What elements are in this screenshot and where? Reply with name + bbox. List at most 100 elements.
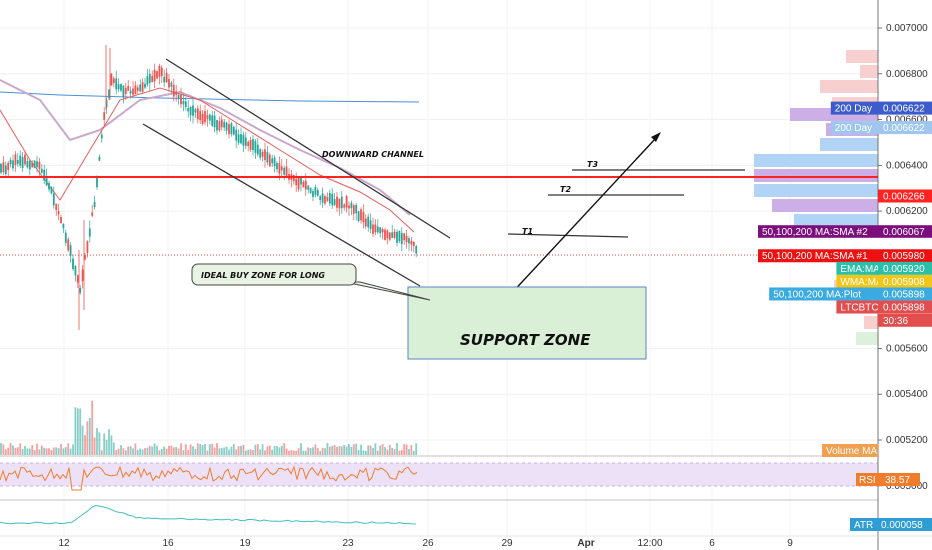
volume-bar [410,445,413,455]
candle-body [187,108,190,112]
candle-body [408,238,410,244]
support-zone-box[interactable] [407,286,647,360]
target-t2-label: T2 [560,185,571,194]
volume-bar [379,445,382,455]
candle-body [141,82,144,92]
candle-body [76,275,79,283]
volume-bar [396,443,398,455]
candle-body [355,204,358,214]
volume-bar [216,443,218,455]
volume-bar [369,445,372,455]
price-tag-value: 0.006266 [883,192,925,203]
volume-bar [0,443,2,455]
volume-bar [204,444,206,455]
candle-body [204,111,206,123]
volume-bar [158,450,161,455]
volume-bar [312,447,314,455]
volume-bar [360,444,362,455]
candle-body [206,115,209,119]
volume-bar [331,445,334,455]
volume-profile-bar [754,169,878,182]
volume-bar [304,450,307,455]
candle-body [345,196,348,208]
buy-zone-callout[interactable]: IDEAL BUY ZONE FOR LONG [191,263,431,301]
candle-body [391,232,394,238]
price-axis[interactable]: 0.007000 0.006800 0.006600 0.006400 0.006200… [878,23,928,492]
volume-bar [264,450,266,455]
candle-body [172,84,175,97]
volume-bar [79,408,82,455]
volume-bar [288,450,290,455]
candle-body [225,122,228,131]
volume-bar [285,448,288,455]
price-tag-label-bg [836,261,878,275]
price-tag-label: WMA:MA [840,277,883,288]
price-tag-value-bg [878,287,932,301]
volume-bar [132,448,134,455]
volume-bar [261,444,264,455]
candle-body [268,154,271,167]
volume-bar [230,446,233,455]
volume-bar [103,433,106,455]
candle-body [19,155,22,166]
candle-body [369,220,372,230]
candle-body [240,134,242,144]
price-tag-label: 50,100,200 MA:Plot [773,289,861,300]
volume-bar [67,443,70,455]
candle-body [216,120,218,131]
price-tag-value-bg [878,121,932,135]
volume-bar [170,445,173,455]
candle-body [151,75,154,83]
volume-bar [100,450,103,455]
price-tag-label: EMA:MA [840,264,880,275]
y-tick-label: 0.005000 [886,481,928,492]
candle-body [160,67,163,77]
volume-bar [199,443,202,455]
time-axis[interactable]: 12 16 19 23 26 29 Apr 12:00 6 9 [0,535,932,549]
volume-bar [141,449,144,455]
channel-lower-line[interactable] [142,123,421,287]
arrow-head-icon [651,132,661,142]
candle-body [4,165,7,175]
candle-body [124,88,127,94]
volume-bar [321,447,324,455]
candle-body [276,162,278,170]
rsi-line [0,465,418,491]
x-tick-label: 12 [58,538,70,549]
price-tag-value: 0.005980 [883,251,925,262]
candle-body [403,233,406,241]
candle-body [348,205,350,209]
price-tag-value: 0.005898 [883,289,925,300]
price-tag-value-bg [878,274,932,288]
volume-bar [45,448,48,455]
y-tick-label: 0.005200 [886,435,928,446]
candle-body [67,239,70,251]
candle-body [93,201,96,208]
candle-body [163,76,166,83]
candle-body [91,212,94,216]
candle-body [60,217,62,224]
candle-body [252,139,254,151]
channel-upper-line[interactable] [165,58,451,239]
candle-body [261,151,264,157]
target-t1-line[interactable] [507,233,629,238]
volume-bar [307,447,310,455]
volume-bar [19,443,22,455]
volume-bar [208,444,211,455]
blue-ma-line [0,91,420,103]
price-tag-value-bg [878,189,932,203]
volume-bar [129,446,132,455]
price-tag: WMA:MA 0.005908 [836,274,932,288]
y-tick-label: 0.006600 [886,115,928,126]
candle-body [9,159,12,164]
candle-body [129,90,132,94]
candle-body [153,69,156,82]
candle-body [300,177,302,185]
volume-bar [328,446,331,455]
x-tick-label: 9 [787,538,793,549]
volume-bar [403,444,406,455]
candle-body [388,232,391,240]
y-tick-label: 0.006800 [886,69,928,80]
candle-body [244,137,247,146]
